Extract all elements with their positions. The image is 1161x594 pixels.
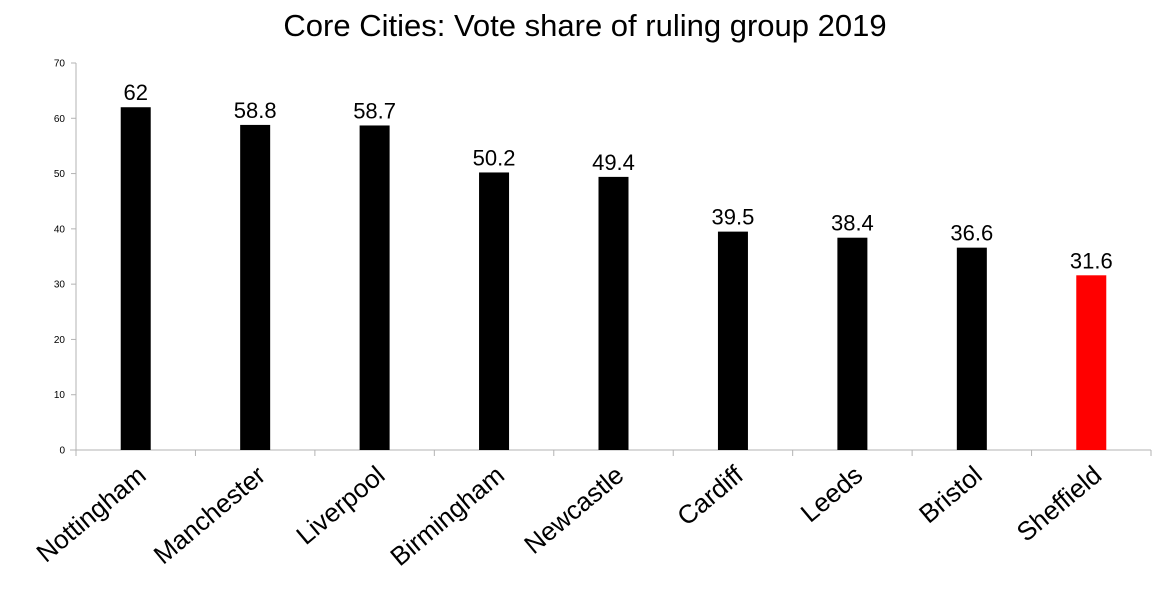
y-tick-label: 30 xyxy=(54,280,66,291)
y-tick-label: 0 xyxy=(59,446,65,457)
y-axis-ticks: 0 10 20 30 40 50 60 70 xyxy=(54,59,76,457)
bar-liverpool xyxy=(359,125,390,451)
y-tick-label: 10 xyxy=(54,390,66,401)
x-tick-label-newcastle: Newcastle xyxy=(518,460,629,560)
bar-cardiff xyxy=(717,231,748,450)
data-label-birmingham: 50.2 xyxy=(473,145,516,170)
bar-manchester xyxy=(240,124,271,451)
bar-birmingham xyxy=(479,172,510,451)
bar-bristol xyxy=(956,247,987,450)
data-label-nottingham: 62 xyxy=(123,80,147,105)
x-tick-label-sheffield: Sheffield xyxy=(1011,460,1107,548)
x-tick-label-nottingham: Nottingham xyxy=(30,460,151,568)
bar-newcastle xyxy=(598,176,629,451)
chart-title: Core Cities: Vote share of ruling group … xyxy=(283,8,886,43)
data-label-bristol: 36.6 xyxy=(950,221,993,246)
y-tick-label: 40 xyxy=(54,224,66,235)
data-label-newcastle: 49.4 xyxy=(592,150,635,175)
x-tick-label-manchester: Manchester xyxy=(148,459,272,570)
x-tick-label-liverpool: Liverpool xyxy=(290,460,390,551)
data-labels: 62 58.8 58.7 50.2 49.4 39.5 38.4 36.6 31.6 xyxy=(123,80,1112,273)
data-label-cardiff: 39.5 xyxy=(712,205,755,230)
bar-leeds xyxy=(837,237,868,450)
y-tick-label: 70 xyxy=(54,59,66,70)
bar-sheffield xyxy=(1076,275,1107,450)
data-label-sheffield: 31.6 xyxy=(1070,248,1113,273)
y-tick-label: 20 xyxy=(54,335,66,346)
data-label-leeds: 38.4 xyxy=(831,211,874,236)
x-tick-label-birmingham: Birmingham xyxy=(384,460,510,572)
bars xyxy=(120,107,1107,451)
y-tick-label: 50 xyxy=(54,169,66,180)
y-tick-label: 60 xyxy=(54,114,66,125)
x-tick-label-cardiff: Cardiff xyxy=(671,459,749,531)
x-tick-label-bristol: Bristol xyxy=(913,460,988,529)
data-label-manchester: 58.8 xyxy=(234,98,277,123)
x-tick-label-leeds: Leeds xyxy=(795,460,869,529)
data-label-liverpool: 58.7 xyxy=(353,98,396,123)
bar-nottingham xyxy=(120,107,151,450)
